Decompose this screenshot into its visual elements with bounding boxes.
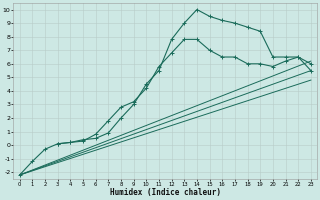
X-axis label: Humidex (Indice chaleur): Humidex (Indice chaleur): [110, 188, 221, 197]
